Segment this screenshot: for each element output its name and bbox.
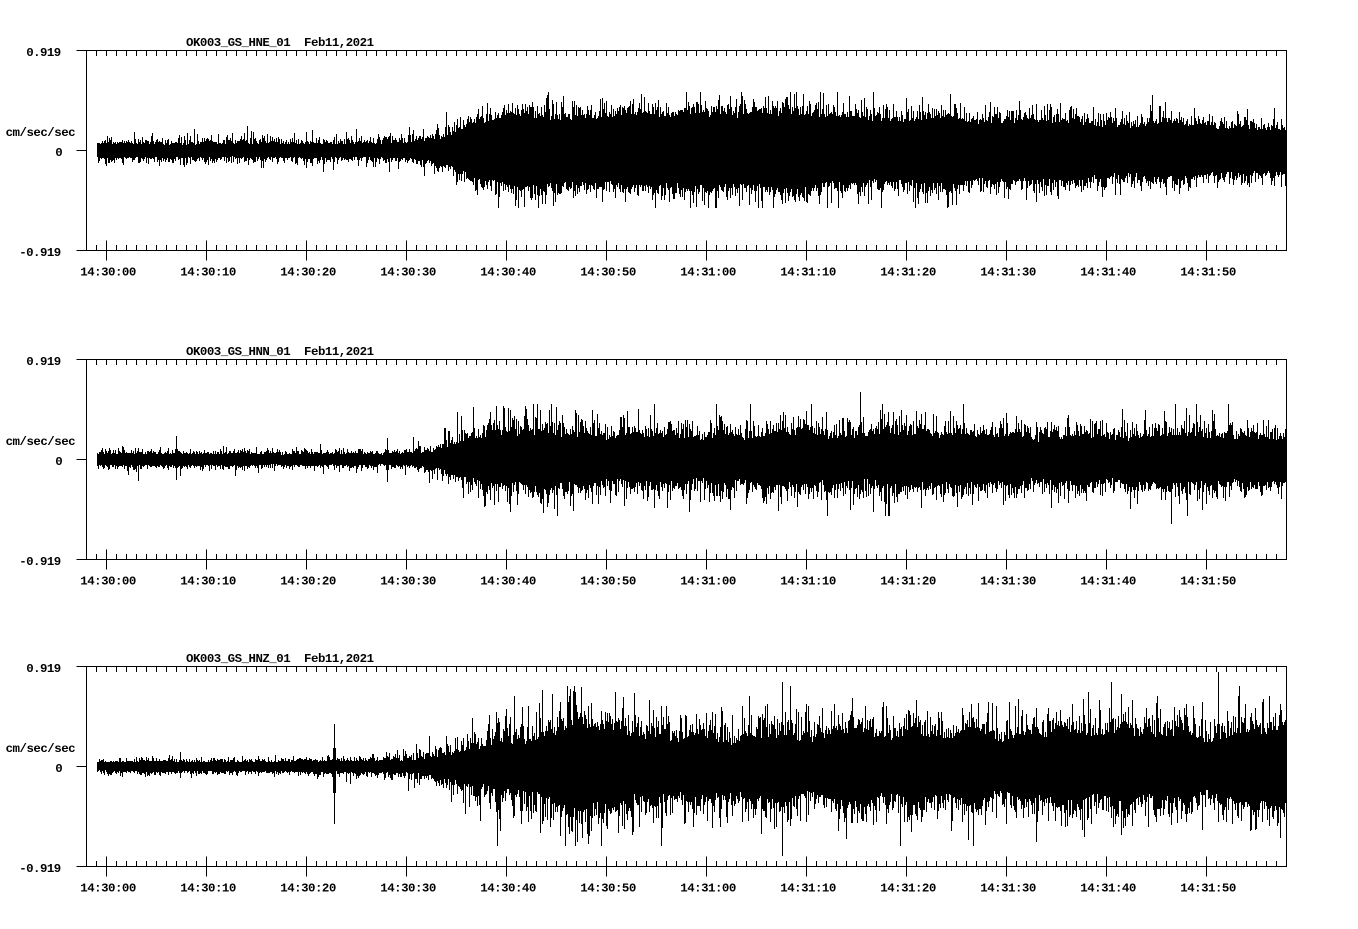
svg-text:14:30:30: 14:30:30 bbox=[380, 266, 436, 280]
svg-text:14:31:40: 14:31:40 bbox=[1080, 575, 1136, 589]
svg-text:14:31:50: 14:31:50 bbox=[1180, 266, 1236, 280]
svg-text:14:31:40: 14:31:40 bbox=[1080, 882, 1136, 896]
svg-text:14:30:30: 14:30:30 bbox=[380, 575, 436, 589]
svg-text:cm/sec/sec: cm/sec/sec bbox=[6, 742, 76, 756]
svg-text:0: 0 bbox=[55, 455, 62, 469]
svg-text:14:31:20: 14:31:20 bbox=[880, 575, 936, 589]
svg-text:0.919: 0.919 bbox=[26, 662, 61, 676]
svg-text:14:30:40: 14:30:40 bbox=[480, 575, 536, 589]
svg-text:14:30:40: 14:30:40 bbox=[480, 266, 536, 280]
svg-text:0.919: 0.919 bbox=[26, 355, 61, 369]
svg-text:14:30:00: 14:30:00 bbox=[80, 575, 136, 589]
svg-text:14:30:10: 14:30:10 bbox=[180, 575, 236, 589]
svg-text:0: 0 bbox=[55, 762, 62, 776]
svg-text:14:30:10: 14:30:10 bbox=[180, 882, 236, 896]
svg-text:14:31:50: 14:31:50 bbox=[1180, 882, 1236, 896]
svg-text:0.919: 0.919 bbox=[26, 46, 61, 60]
svg-text:14:31:10: 14:31:10 bbox=[780, 575, 836, 589]
svg-text:14:31:30: 14:31:30 bbox=[980, 575, 1036, 589]
svg-text:14:30:50: 14:30:50 bbox=[580, 575, 636, 589]
svg-text:14:31:10: 14:31:10 bbox=[780, 882, 836, 896]
svg-text:14:31:30: 14:31:30 bbox=[980, 266, 1036, 280]
svg-text:-0.919: -0.919 bbox=[19, 862, 61, 876]
svg-text:OK003_GS_HNE_01 Feb11,2021: OK003_GS_HNE_01 Feb11,2021 bbox=[186, 36, 374, 50]
svg-text:14:30:20: 14:30:20 bbox=[280, 575, 336, 589]
svg-text:14:30:00: 14:30:00 bbox=[80, 882, 136, 896]
svg-text:OK003_GS_HNN_01 Feb11,2021: OK003_GS_HNN_01 Feb11,2021 bbox=[186, 345, 374, 359]
svg-text:-0.919: -0.919 bbox=[19, 246, 61, 260]
svg-text:14:31:50: 14:31:50 bbox=[1180, 575, 1236, 589]
svg-text:14:30:20: 14:30:20 bbox=[280, 266, 336, 280]
svg-text:14:31:00: 14:31:00 bbox=[680, 266, 736, 280]
svg-text:cm/sec/sec: cm/sec/sec bbox=[6, 435, 76, 449]
svg-text:OK003_GS_HNZ_01 Feb11,2021: OK003_GS_HNZ_01 Feb11,2021 bbox=[186, 652, 374, 666]
svg-text:14:30:00: 14:30:00 bbox=[80, 266, 136, 280]
svg-text:14:31:10: 14:31:10 bbox=[780, 266, 836, 280]
svg-text:14:31:00: 14:31:00 bbox=[680, 575, 736, 589]
svg-text:14:31:20: 14:31:20 bbox=[880, 266, 936, 280]
svg-text:14:31:00: 14:31:00 bbox=[680, 882, 736, 896]
svg-text:0: 0 bbox=[55, 146, 62, 160]
svg-text:cm/sec/sec: cm/sec/sec bbox=[6, 126, 76, 140]
svg-text:14:31:30: 14:31:30 bbox=[980, 882, 1036, 896]
svg-text:14:30:10: 14:30:10 bbox=[180, 266, 236, 280]
svg-text:14:30:30: 14:30:30 bbox=[380, 882, 436, 896]
svg-text:14:31:20: 14:31:20 bbox=[880, 882, 936, 896]
svg-text:14:30:20: 14:30:20 bbox=[280, 882, 336, 896]
svg-text:14:30:50: 14:30:50 bbox=[580, 266, 636, 280]
svg-text:14:30:40: 14:30:40 bbox=[480, 882, 536, 896]
svg-text:14:30:50: 14:30:50 bbox=[580, 882, 636, 896]
svg-text:14:31:40: 14:31:40 bbox=[1080, 266, 1136, 280]
svg-text:-0.919: -0.919 bbox=[19, 555, 61, 569]
